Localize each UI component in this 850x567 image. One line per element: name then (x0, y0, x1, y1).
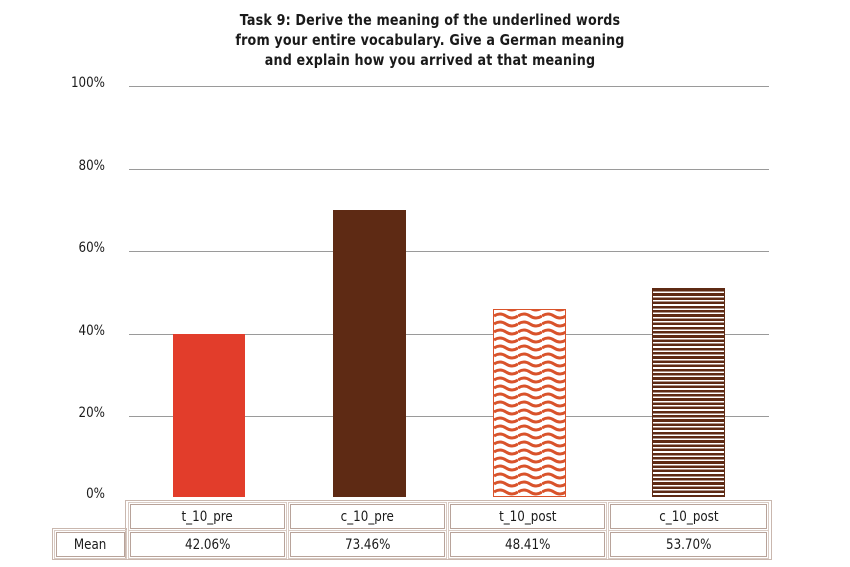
table-header-t-10-post: t_10_post (448, 502, 607, 531)
bar-c-10-pre (333, 210, 406, 497)
gridline-60 (129, 251, 769, 252)
table-header-t-10-pre: t_10_pre (128, 502, 287, 531)
table-value-t-10-post: 48.41% (448, 530, 607, 559)
table-header-c-10-post: c_10_post (608, 502, 769, 531)
table-value-t-10-pre: 42.06% (128, 530, 287, 559)
chart-title-line-2: from your entire vocabulary. Give a Germ… (235, 31, 625, 49)
table-value-c-10-pre: 73.46% (288, 530, 447, 559)
chart-title: Task 9: Derive the meaning of the underl… (200, 10, 659, 70)
y-tick-100: 100% (70, 75, 105, 91)
y-tick-40: 40% (78, 323, 105, 339)
y-tick-0: 0% (86, 486, 105, 502)
gridline-40 (129, 334, 769, 335)
data-table-row-frame (52, 528, 127, 560)
bar-c-10-post (652, 288, 725, 497)
chart-title-line-3: and explain how you arrived at that mean… (264, 51, 596, 69)
table-row-label-mean: Mean (54, 530, 127, 559)
chart-title-line-1: Task 9: Derive the meaning of the underl… (239, 11, 621, 29)
gridline-20 (129, 416, 769, 417)
gridline-80 (129, 169, 769, 170)
bar-t-10-post (493, 309, 566, 497)
table-value-c-10-post: 53.70% (608, 530, 769, 559)
wave-pattern-icon (494, 310, 565, 496)
table-header-c-10-pre: c_10_pre (288, 502, 447, 531)
y-tick-60: 60% (78, 240, 105, 256)
y-tick-20: 20% (78, 405, 105, 421)
data-table-frame (125, 500, 772, 560)
bar-t-10-pre (173, 334, 245, 497)
gridline-100 (129, 86, 769, 87)
y-tick-80: 80% (78, 158, 105, 174)
